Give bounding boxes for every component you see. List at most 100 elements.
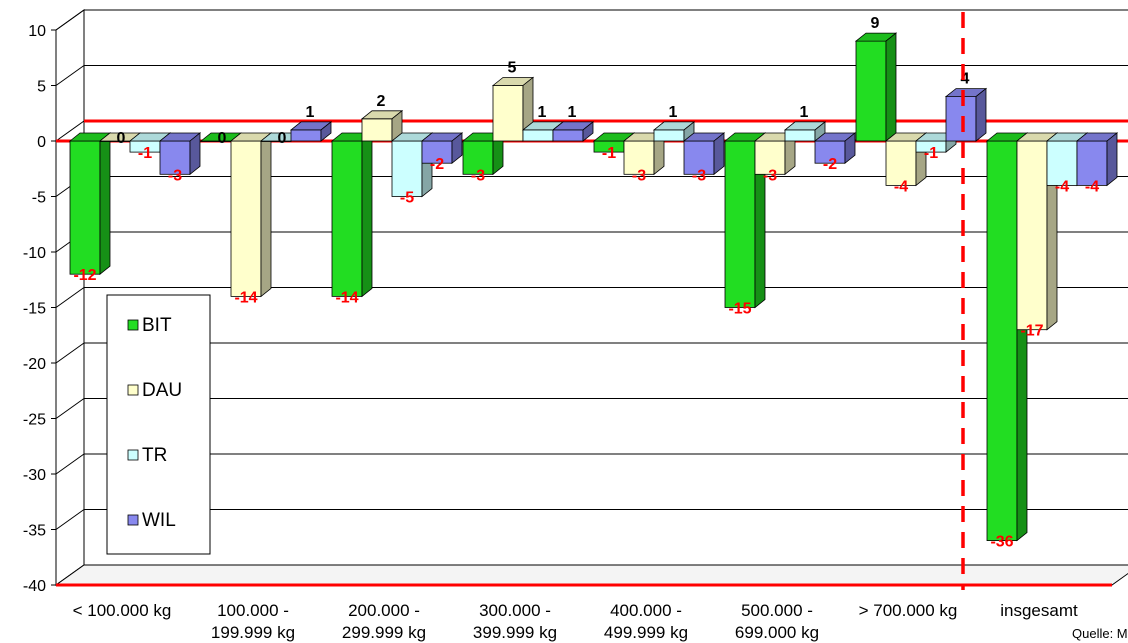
bar-BIT-4: [461, 132, 505, 176]
bar-side: [1106, 132, 1118, 187]
bar-front: [855, 40, 887, 142]
bar-front: [623, 140, 655, 175]
data-label: 1: [538, 104, 547, 121]
legend-swatch-BIT: [127, 319, 139, 331]
x-tick-label: 499.999 kg: [604, 623, 688, 642]
bar-front: [1076, 140, 1108, 186]
gridline-diagonal: [55, 453, 85, 475]
y-tick-label: -15: [23, 301, 46, 318]
bar-side: [885, 32, 897, 142]
y-tick-label: 5: [37, 79, 46, 96]
data-label: -36: [990, 534, 1013, 551]
gridline-diagonal: [55, 65, 85, 86]
bar-DAU-5: [622, 132, 666, 176]
bar-side: [260, 132, 272, 298]
bar-front: [492, 85, 524, 142]
bar-side: [451, 132, 463, 165]
data-label: -3: [471, 167, 485, 184]
legend-swatch-TR: [127, 449, 139, 461]
y-tick-label: 0: [37, 134, 46, 151]
data-label: -2: [823, 156, 837, 173]
y-tick-label: -35: [23, 523, 46, 540]
x-tick-label: 699.000 kg: [735, 623, 819, 642]
data-label: 0: [218, 130, 227, 147]
bar-front: [522, 129, 554, 142]
data-label: -3: [763, 167, 777, 184]
bar-DAU-1: [98, 132, 142, 142]
bar-front: [1046, 140, 1078, 186]
data-label: -15: [728, 301, 751, 318]
x-tick-label: 200.000 -: [348, 601, 420, 620]
data-label: 1: [568, 104, 577, 121]
x-tick-label: insgesamt: [1000, 601, 1078, 620]
bar-WIL-6: [813, 132, 857, 165]
x-tick-label: 100.000 -: [217, 601, 289, 620]
bar-DAU-2: [229, 132, 273, 298]
chart-floor: [54, 564, 1128, 586]
y-tick-label: -10: [23, 245, 46, 262]
x-tick-label: 299.999 kg: [342, 623, 426, 642]
legend-box: [106, 294, 211, 555]
data-label: -4: [1085, 178, 1099, 195]
legend-label: BIT: [142, 315, 172, 336]
gridline-diagonal: [55, 287, 85, 308]
bar-front: [159, 140, 191, 175]
bar-front: [69, 140, 101, 275]
x-tick-label: 199.999 kg: [211, 623, 295, 642]
x-tick-label: > 700.000 kg: [859, 601, 958, 620]
bar-TR-6: [783, 121, 827, 142]
y-tick-label: -5: [32, 190, 46, 207]
bar-WIL-2: [289, 121, 333, 142]
legend-label: DAU: [142, 380, 182, 401]
bar-front: [391, 140, 423, 197]
gridline-diagonal: [55, 398, 85, 419]
data-label: -1: [138, 145, 152, 162]
bar-front: [361, 118, 393, 142]
bar-side: [99, 132, 111, 276]
bar-front: [462, 140, 494, 175]
gridline-diagonal: [55, 120, 85, 142]
bar-BIT-1: [68, 132, 112, 276]
data-label: 0: [278, 130, 287, 147]
bar-front: [1016, 140, 1048, 331]
data-label: -14: [234, 289, 257, 306]
data-label: -17: [1020, 323, 1043, 340]
x-tick-label: < 100.000 kg: [73, 601, 172, 620]
bar-WIL-4: [551, 121, 595, 142]
legend: BIT DAU TR WIL: [106, 294, 211, 555]
y-tick-label: -25: [23, 412, 46, 429]
bar-side: [320, 121, 332, 142]
source-note: Quelle: M: [1072, 626, 1128, 641]
x-tick-label: 400.000 -: [610, 601, 682, 620]
gridline-diagonal: [55, 342, 85, 364]
y-tick-label: 10: [28, 23, 46, 40]
bar-BIT-7: [854, 32, 898, 142]
bar-WIL-5: [682, 132, 726, 176]
legend-swatch-DAU: [127, 384, 139, 396]
bar-WIL-3: [420, 132, 464, 165]
data-label: 9: [871, 15, 880, 32]
bar-front: [331, 140, 363, 297]
data-label: -2: [430, 156, 444, 173]
bar-side: [844, 132, 856, 165]
bar-front: [290, 129, 322, 142]
data-label: -4: [894, 178, 908, 195]
bar-side: [189, 132, 201, 176]
data-label: 0: [117, 130, 126, 147]
bar-DAU-6: [753, 132, 797, 176]
data-label: 2: [377, 93, 386, 110]
y-tick-label: -40: [23, 578, 46, 595]
bar-side: [713, 132, 725, 176]
bar-side: [582, 121, 594, 142]
data-label: -4: [1055, 178, 1069, 195]
bar-front: [724, 140, 756, 308]
bar-WIL-8: [1075, 132, 1119, 187]
data-label: -1: [602, 145, 616, 162]
bar-front: [230, 140, 262, 297]
bar-front: [784, 129, 816, 142]
x-tick-label: 399.999 kg: [473, 623, 557, 642]
data-label: 1: [306, 104, 315, 121]
data-label: 5: [508, 60, 517, 77]
